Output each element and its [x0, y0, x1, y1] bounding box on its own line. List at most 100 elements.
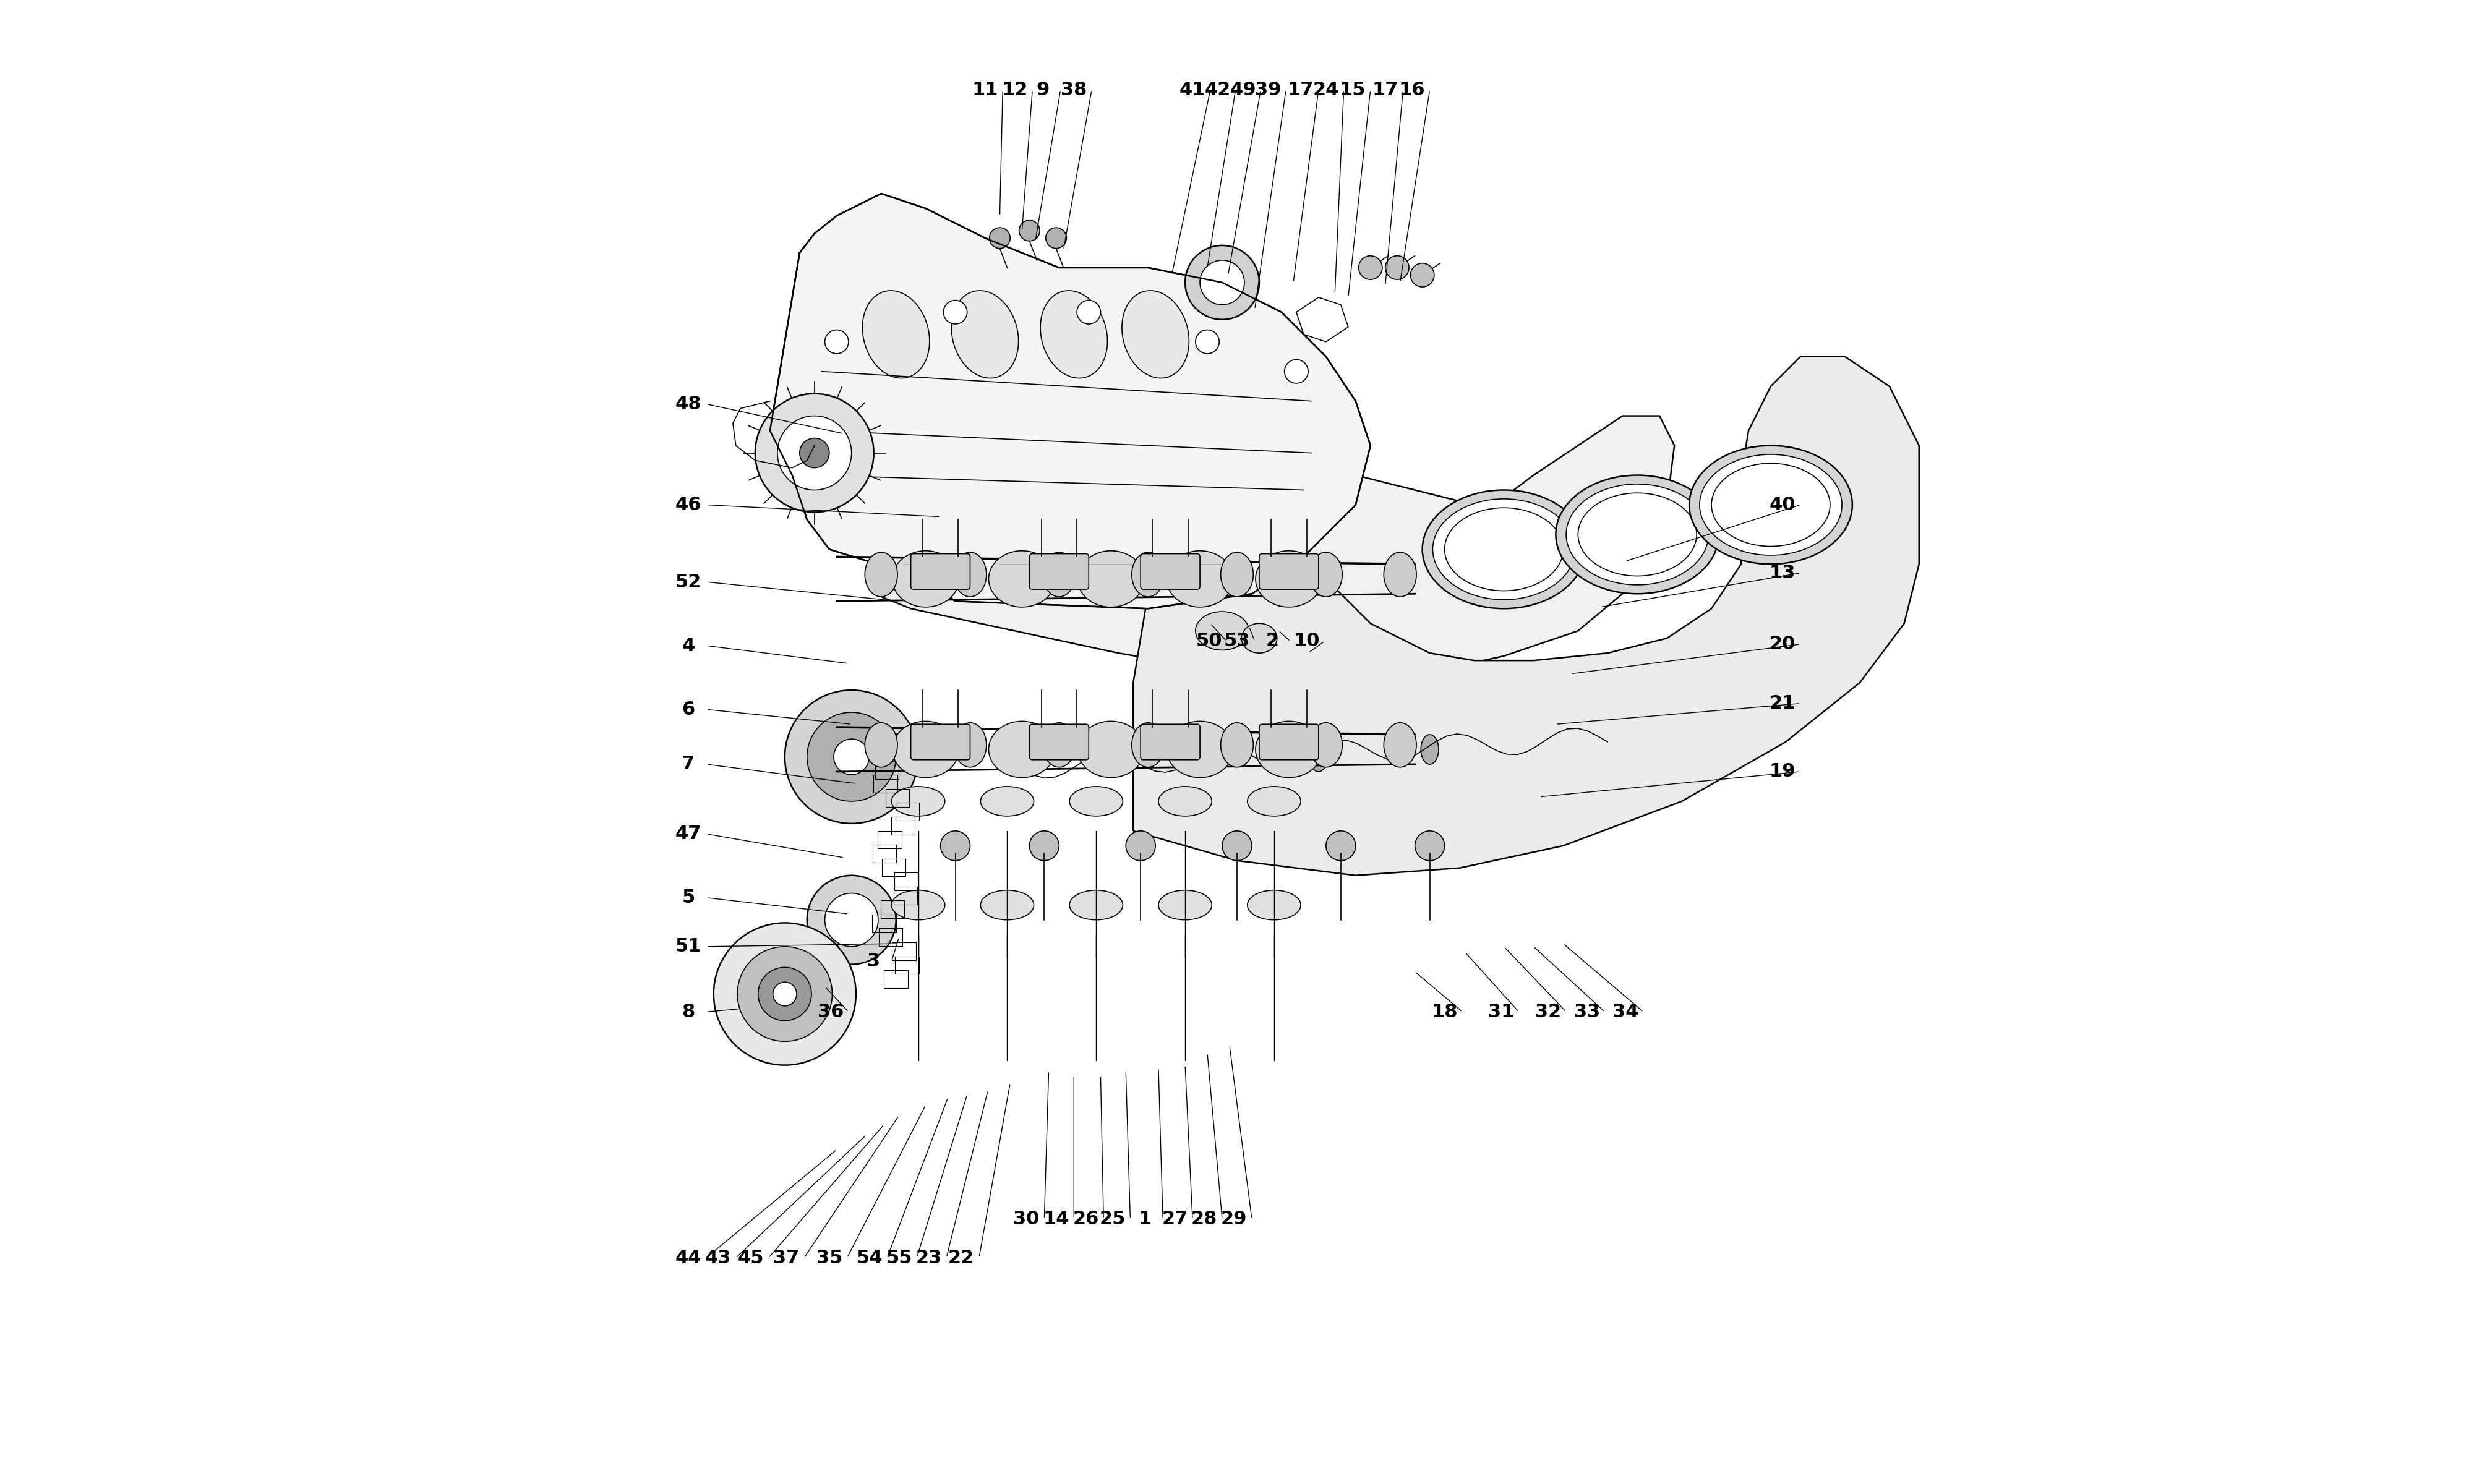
Ellipse shape — [1042, 552, 1076, 597]
Text: 2: 2 — [1267, 632, 1279, 650]
Bar — [878, 831, 901, 849]
Ellipse shape — [1222, 831, 1252, 861]
Text: 30: 30 — [1014, 1211, 1039, 1229]
Ellipse shape — [990, 721, 1056, 778]
Ellipse shape — [834, 739, 868, 775]
Ellipse shape — [990, 227, 1009, 248]
Text: 29: 29 — [1220, 1211, 1247, 1229]
Ellipse shape — [866, 723, 898, 767]
Ellipse shape — [1220, 723, 1254, 767]
Ellipse shape — [863, 291, 930, 378]
Ellipse shape — [737, 947, 831, 1042]
Ellipse shape — [1254, 721, 1321, 778]
Ellipse shape — [807, 876, 896, 965]
Text: 1: 1 — [1138, 1211, 1150, 1229]
Text: 52: 52 — [675, 573, 703, 591]
Ellipse shape — [824, 329, 849, 353]
Text: 45: 45 — [737, 1250, 764, 1267]
Text: 37: 37 — [774, 1250, 799, 1267]
Text: 49: 49 — [1230, 80, 1257, 99]
Ellipse shape — [799, 438, 829, 467]
Ellipse shape — [1383, 723, 1418, 767]
Text: 15: 15 — [1338, 80, 1366, 99]
Bar — [891, 816, 915, 834]
Ellipse shape — [1385, 255, 1410, 279]
Bar — [886, 789, 908, 807]
Ellipse shape — [777, 416, 851, 490]
Ellipse shape — [772, 982, 797, 1006]
Ellipse shape — [940, 831, 970, 861]
Text: 20: 20 — [1769, 635, 1796, 653]
Ellipse shape — [1200, 260, 1244, 304]
Bar — [896, 733, 920, 751]
Ellipse shape — [1069, 787, 1123, 816]
Bar — [883, 859, 905, 877]
Ellipse shape — [1309, 552, 1343, 597]
Text: 9: 9 — [1037, 80, 1049, 99]
Text: 24: 24 — [1314, 80, 1338, 99]
Text: 39: 39 — [1254, 80, 1282, 99]
FancyBboxPatch shape — [910, 724, 970, 760]
Text: 4: 4 — [683, 637, 695, 654]
Ellipse shape — [1326, 831, 1356, 861]
Ellipse shape — [1042, 291, 1108, 378]
Ellipse shape — [962, 727, 980, 757]
Text: 33: 33 — [1573, 1003, 1601, 1021]
Ellipse shape — [1309, 723, 1343, 767]
FancyBboxPatch shape — [1141, 724, 1200, 760]
Bar — [881, 901, 905, 919]
Text: 17: 17 — [1373, 80, 1398, 99]
Ellipse shape — [1126, 831, 1155, 861]
Text: 44: 44 — [675, 1250, 703, 1267]
Ellipse shape — [1047, 227, 1066, 248]
Ellipse shape — [1158, 787, 1212, 816]
Text: 19: 19 — [1769, 763, 1796, 781]
PathPatch shape — [1133, 356, 1920, 876]
Bar — [873, 775, 898, 792]
Ellipse shape — [1309, 742, 1329, 772]
Text: 25: 25 — [1098, 1211, 1126, 1229]
Ellipse shape — [1131, 552, 1165, 597]
Text: 51: 51 — [675, 938, 703, 956]
Text: 50: 50 — [1195, 632, 1222, 650]
Ellipse shape — [891, 787, 945, 816]
Ellipse shape — [784, 690, 918, 824]
Text: 10: 10 — [1294, 632, 1319, 650]
Text: 34: 34 — [1613, 1003, 1638, 1021]
Text: 17: 17 — [1286, 80, 1314, 99]
Bar — [893, 886, 918, 904]
Ellipse shape — [1079, 735, 1098, 764]
Ellipse shape — [1195, 611, 1249, 650]
Ellipse shape — [893, 721, 960, 778]
Ellipse shape — [1076, 300, 1101, 324]
Text: 13: 13 — [1769, 564, 1796, 582]
Text: 38: 38 — [1061, 80, 1086, 99]
FancyBboxPatch shape — [1141, 554, 1200, 589]
PathPatch shape — [851, 401, 1675, 683]
Ellipse shape — [1019, 220, 1039, 240]
Ellipse shape — [1254, 551, 1321, 607]
Text: 40: 40 — [1769, 496, 1796, 513]
Text: 54: 54 — [856, 1250, 883, 1267]
Ellipse shape — [955, 552, 987, 597]
Ellipse shape — [1556, 475, 1719, 594]
Ellipse shape — [1168, 721, 1235, 778]
Text: 11: 11 — [972, 80, 997, 99]
Ellipse shape — [943, 300, 967, 324]
Text: 6: 6 — [683, 700, 695, 718]
FancyBboxPatch shape — [1259, 554, 1319, 589]
Ellipse shape — [952, 291, 1019, 378]
Text: 7: 7 — [683, 755, 695, 773]
PathPatch shape — [769, 193, 1371, 608]
Bar — [873, 844, 896, 862]
Text: 32: 32 — [1536, 1003, 1561, 1021]
FancyBboxPatch shape — [1029, 724, 1089, 760]
Ellipse shape — [757, 968, 811, 1021]
FancyBboxPatch shape — [1259, 724, 1319, 760]
Ellipse shape — [1195, 329, 1220, 353]
Text: 36: 36 — [816, 1003, 844, 1021]
Bar — [876, 761, 898, 779]
Ellipse shape — [824, 893, 878, 947]
FancyBboxPatch shape — [1029, 554, 1089, 589]
Text: 3: 3 — [868, 953, 881, 971]
